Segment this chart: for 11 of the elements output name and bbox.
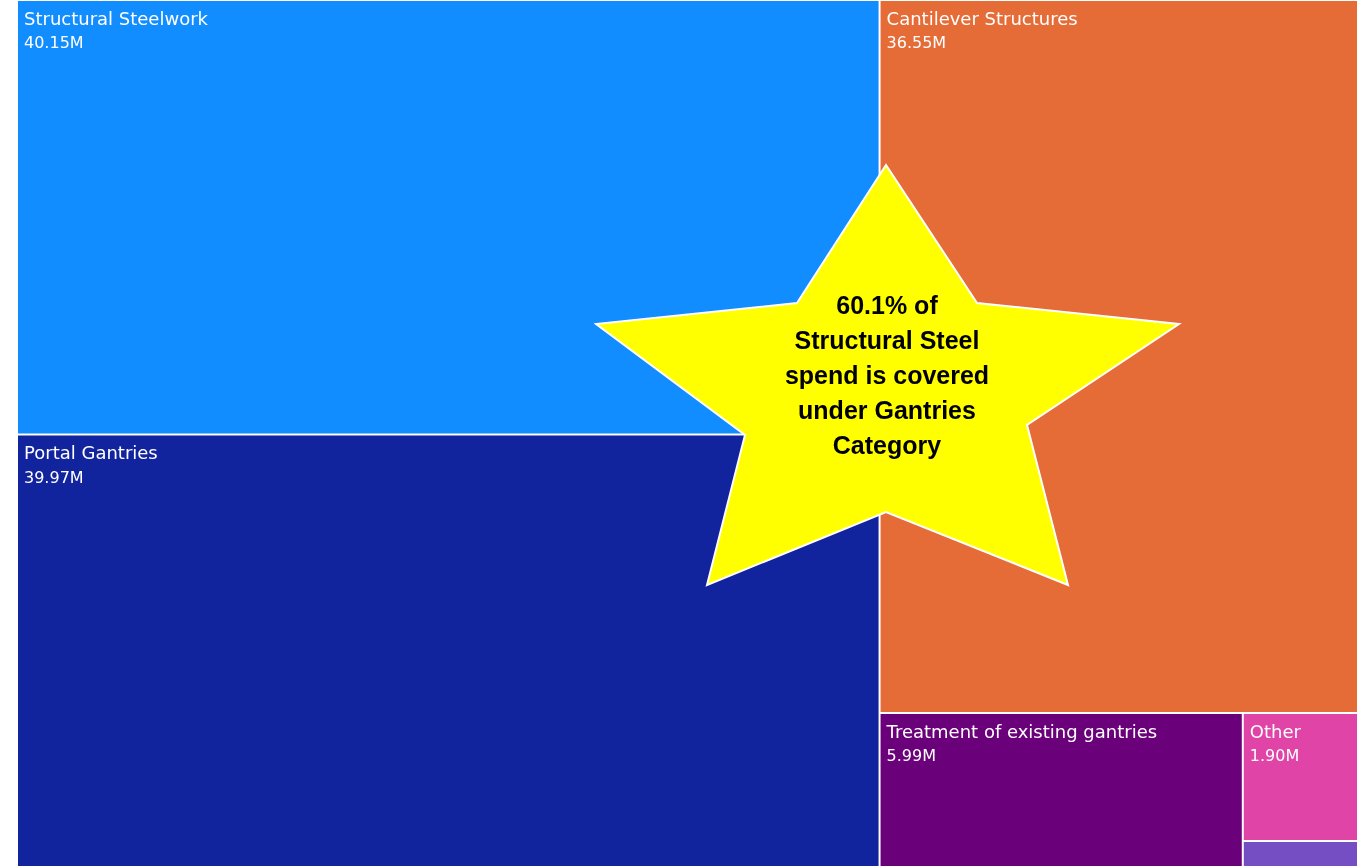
category-label: Treatment of existing gantries <box>885 720 1158 742</box>
data-label: 40.15M <box>24 33 84 53</box>
category-label: Portal Gantries <box>24 442 158 464</box>
data-label: 1.90M <box>1249 746 1300 766</box>
text: 60.1% of Structural Steel spend is covered under Gantries Category <box>783 290 991 461</box>
data-label: 36.55M <box>886 33 947 53</box>
category-label: Structural Steelwork <box>24 7 209 29</box>
category-label: Other <box>1249 720 1302 742</box>
data-label: 39.97M <box>24 467 84 487</box>
data-label: 5.99M <box>886 746 936 766</box>
category-label: Cantilever Structures <box>886 7 1078 29</box>
